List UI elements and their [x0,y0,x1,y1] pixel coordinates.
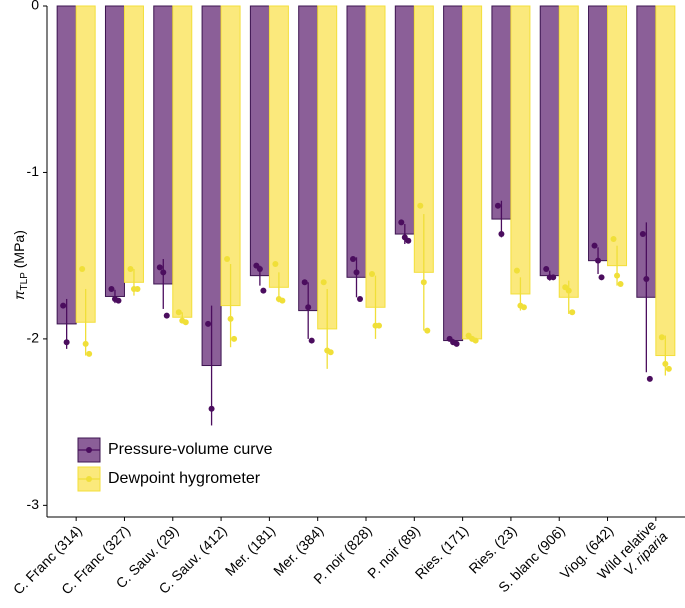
bar [539,5,560,277]
data-point [182,319,189,326]
data-point [369,270,375,277]
y-axis-symbol: π [11,290,27,300]
data-point [420,279,427,286]
y-axis-unit: (MPa) [11,230,27,268]
data-point [82,340,89,347]
data-point [639,231,646,238]
bar [75,5,96,323]
data-point [543,265,550,272]
data-point [353,269,360,276]
data-point [115,297,122,304]
bar [104,5,125,297]
bar [510,5,531,295]
data-point [156,264,163,271]
data-point [417,202,424,209]
data-point [569,309,576,316]
data-point [108,285,115,292]
data-point [614,272,621,279]
data-point [565,287,572,294]
bar [56,5,77,325]
data-point [610,236,617,243]
data-point [591,242,598,249]
bar [172,5,193,318]
x-tick-label: Mer. (181) [222,522,278,578]
bar [558,5,579,298]
data-point [308,337,315,344]
y-axis-subscript: TLP [19,272,30,291]
data-point [256,265,263,272]
data-point [595,257,602,264]
bar [346,5,367,278]
data-point [163,312,170,319]
legend-label: Dewpoint hygrometer [108,470,261,487]
bar [153,5,174,285]
bar [462,5,483,340]
data-point [224,256,231,263]
bar [588,5,609,262]
data-point [160,269,167,276]
data-point [327,349,334,356]
bar [607,5,628,267]
data-point [260,287,267,294]
data-point [305,304,312,311]
data-point [320,279,327,286]
data-point [357,295,363,302]
y-axis-title: πTLP (MPa) [11,230,30,300]
legend-dot [86,476,92,482]
y-tick-label: -1 [27,163,40,179]
data-point [513,267,520,274]
data-point [227,315,234,322]
data-point [424,327,431,334]
data-point [301,279,308,286]
data-point [398,219,405,226]
data-point [662,360,669,367]
data-point [646,375,653,382]
data-point [134,285,141,292]
data-point [231,335,238,342]
data-point [350,256,356,263]
data-point [175,309,182,316]
data-point [405,237,412,244]
data-point [550,274,557,281]
data-point [494,202,501,209]
bar [268,5,289,288]
data-point [520,304,527,311]
data-point [643,275,650,282]
data-point [272,260,279,267]
data-point [472,337,479,344]
data-point [86,350,93,357]
data-point [598,274,605,281]
data-point [658,334,665,341]
data-point [208,405,215,412]
data-point [453,340,460,347]
bar [249,5,270,277]
legend-label: Pressure-volume curve [108,441,273,458]
data-point [63,339,70,346]
bar [317,5,338,330]
bar [123,5,144,283]
y-tick-label: -3 [27,496,40,512]
data-point [205,320,212,327]
bar [655,5,676,357]
bar [298,5,319,312]
bar [394,5,415,235]
data-point [665,365,672,372]
bar [365,5,386,308]
data-point [279,297,286,304]
bar [443,5,464,342]
data-point [60,302,67,309]
data-point [79,265,86,272]
y-tick-label: -2 [27,330,40,346]
bar [220,5,241,307]
data-point [617,280,624,287]
y-tick-label: 0 [31,0,39,13]
legend-dot [86,447,92,453]
bar [491,5,512,220]
data-point [498,231,505,238]
data-point [376,322,382,329]
data-point [127,265,134,272]
